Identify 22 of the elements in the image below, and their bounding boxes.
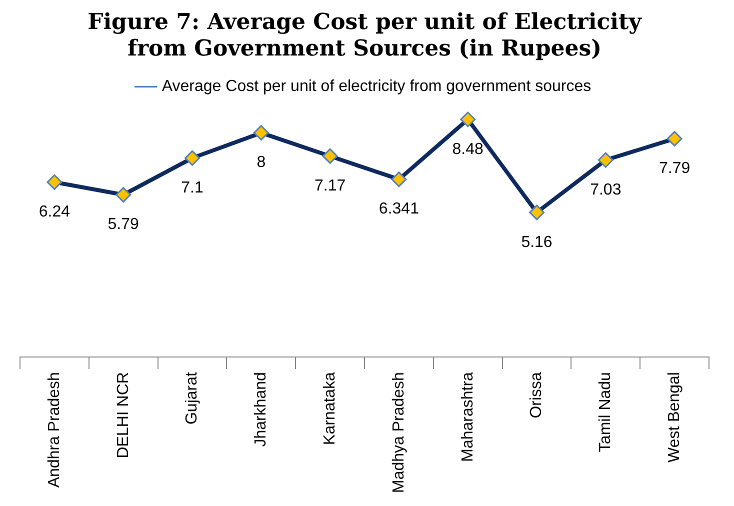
data-label: 5.79 — [108, 216, 140, 234]
data-label: 7.79 — [658, 160, 690, 178]
x-tick-label: Jharkhand — [252, 372, 270, 447]
data-label: 7.03 — [590, 181, 622, 198]
data-label: 5.16 — [521, 234, 552, 251]
x-tick-label: Orissa — [528, 372, 546, 418]
data-label: 8 — [256, 154, 266, 172]
data-label: 7.1 — [181, 179, 204, 196]
data-label: 6.24 — [38, 204, 70, 221]
x-tick-label: Gujarat — [184, 371, 201, 425]
x-tick-label: DELHI NCR — [114, 372, 132, 458]
data-label: 8.48 — [452, 140, 484, 158]
x-tick-label: Madhya Pradesh — [390, 372, 408, 494]
x-tick-label: Andhra Pradesh — [46, 372, 63, 488]
x-tick-label: Tamil Nadu — [597, 372, 614, 452]
legend-label: Average Cost per unit of electricity from government sources — [162, 78, 592, 96]
x-tick-label: Karnataka — [321, 372, 338, 445]
chart-title: Figure 7: Average Cost per unit of Electricity from Government Sources (in Rupees) — [88, 8, 643, 62]
x-tick-label: Maharashtra — [459, 372, 476, 462]
data-label: 7.17 — [314, 177, 346, 194]
x-tick-label: West Bengal — [666, 372, 683, 462]
data-label: 6.341 — [378, 200, 420, 218]
